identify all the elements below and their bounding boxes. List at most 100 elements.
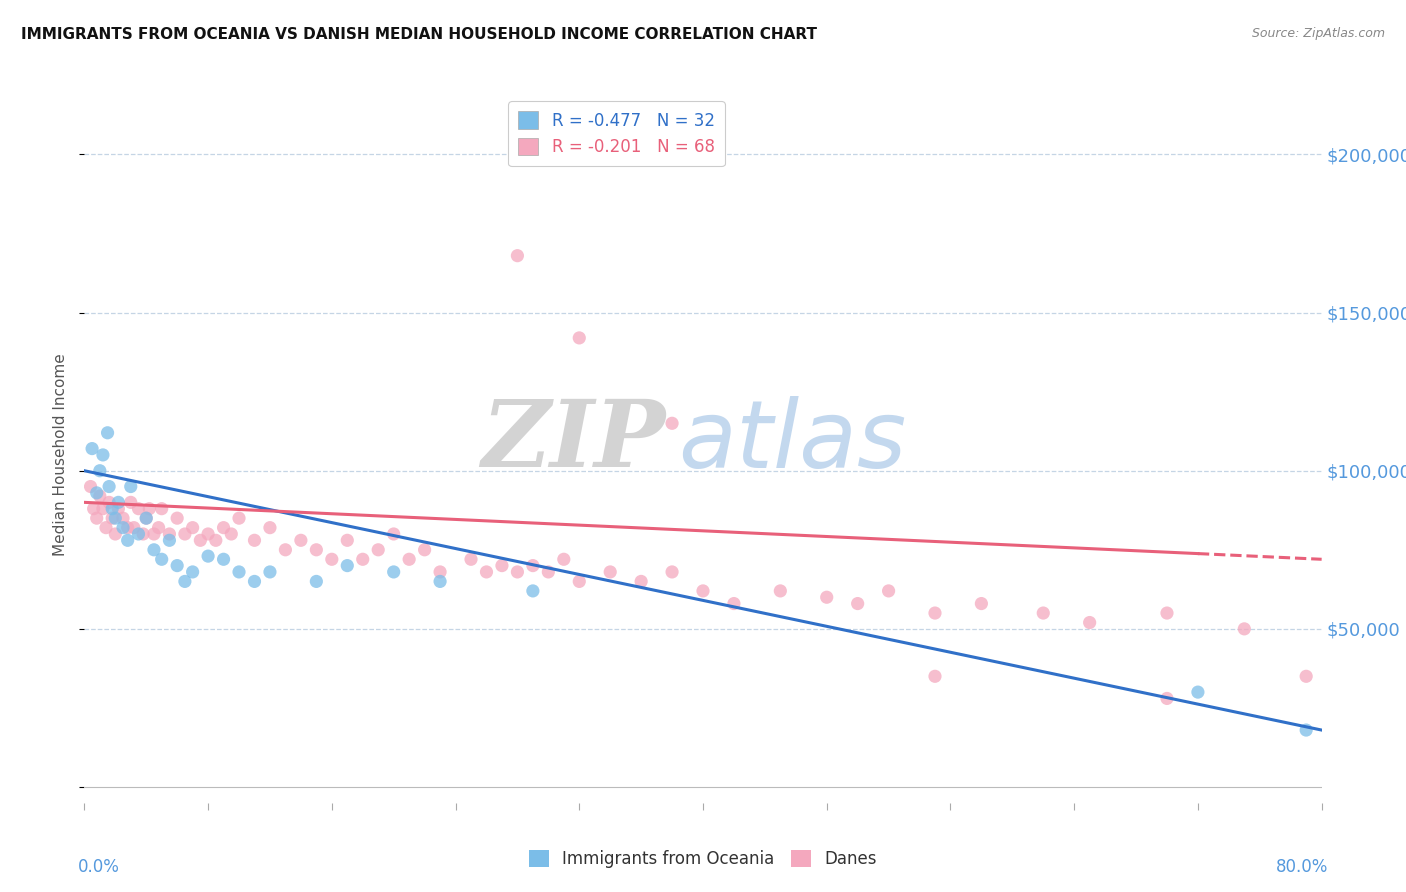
Point bbox=[143, 542, 166, 557]
Point bbox=[98, 495, 121, 509]
Point bbox=[150, 552, 173, 566]
Text: IMMIGRANTS FROM OCEANIA VS DANISH MEDIAN HOUSEHOLD INCOME CORRELATION CHART: IMMIGRANTS FROM OCEANIA VS DANISH MEDIAN… bbox=[21, 27, 817, 42]
Point bbox=[522, 583, 544, 598]
Point bbox=[630, 574, 652, 589]
Point bbox=[398, 552, 420, 566]
Point bbox=[91, 501, 114, 516]
Point bbox=[120, 495, 142, 509]
Point bbox=[117, 521, 139, 535]
Point bbox=[122, 521, 145, 535]
Point bbox=[1032, 606, 1054, 620]
Point bbox=[212, 552, 235, 566]
Point bbox=[82, 442, 104, 456]
Point bbox=[506, 565, 529, 579]
Point bbox=[79, 479, 101, 493]
Point bbox=[221, 527, 243, 541]
Point bbox=[305, 574, 328, 589]
Point bbox=[1156, 606, 1178, 620]
Point bbox=[429, 565, 451, 579]
Point bbox=[553, 552, 575, 566]
Text: Source: ZipAtlas.com: Source: ZipAtlas.com bbox=[1251, 27, 1385, 40]
Point bbox=[159, 527, 181, 541]
Point bbox=[107, 495, 129, 509]
Point bbox=[723, 597, 745, 611]
Point bbox=[83, 501, 105, 516]
Point bbox=[429, 574, 451, 589]
Point bbox=[205, 533, 228, 548]
Point bbox=[135, 511, 157, 525]
Point bbox=[128, 501, 150, 516]
Point bbox=[259, 521, 281, 535]
Point bbox=[491, 558, 513, 573]
Point bbox=[367, 542, 389, 557]
Point bbox=[89, 464, 111, 478]
Point bbox=[305, 542, 328, 557]
Point bbox=[769, 583, 792, 598]
Point bbox=[94, 521, 117, 535]
Point bbox=[107, 501, 129, 516]
Point bbox=[138, 501, 160, 516]
Point bbox=[1295, 723, 1317, 737]
Point bbox=[89, 489, 111, 503]
Point bbox=[101, 501, 124, 516]
Point bbox=[197, 527, 219, 541]
Point bbox=[188, 533, 212, 548]
Point bbox=[181, 521, 204, 535]
Point bbox=[148, 521, 170, 535]
Point bbox=[970, 597, 993, 611]
Point bbox=[522, 558, 544, 573]
Point bbox=[228, 511, 250, 525]
Point bbox=[104, 511, 127, 525]
Point bbox=[568, 331, 591, 345]
Point bbox=[181, 565, 204, 579]
Point bbox=[132, 527, 155, 541]
Point bbox=[460, 552, 482, 566]
Point bbox=[290, 533, 312, 548]
Point bbox=[336, 533, 359, 548]
Point bbox=[506, 249, 529, 263]
Point bbox=[475, 565, 498, 579]
Y-axis label: Median Household Income: Median Household Income bbox=[52, 353, 67, 557]
Point bbox=[537, 565, 560, 579]
Point bbox=[274, 542, 297, 557]
Point bbox=[1156, 691, 1178, 706]
Text: ZIP: ZIP bbox=[482, 396, 666, 486]
Point bbox=[97, 425, 120, 440]
Point bbox=[86, 511, 108, 525]
Point bbox=[174, 574, 197, 589]
Point bbox=[243, 574, 266, 589]
Point bbox=[150, 501, 173, 516]
Point bbox=[135, 511, 157, 525]
Point bbox=[243, 533, 266, 548]
Point bbox=[91, 448, 114, 462]
Point bbox=[336, 558, 359, 573]
Point bbox=[1233, 622, 1256, 636]
Point bbox=[1295, 669, 1317, 683]
Point bbox=[846, 597, 869, 611]
Legend: Immigrants from Oceania, Danes: Immigrants from Oceania, Danes bbox=[522, 843, 884, 874]
Point bbox=[259, 565, 281, 579]
Point bbox=[924, 669, 946, 683]
Point bbox=[143, 527, 166, 541]
Point bbox=[877, 583, 900, 598]
Point bbox=[120, 479, 142, 493]
Point bbox=[228, 565, 250, 579]
Point bbox=[661, 565, 683, 579]
Point bbox=[352, 552, 374, 566]
Point bbox=[692, 583, 714, 598]
Point bbox=[98, 479, 121, 493]
Point bbox=[166, 558, 188, 573]
Point bbox=[197, 549, 219, 563]
Point bbox=[101, 511, 124, 525]
Point bbox=[413, 542, 436, 557]
Point bbox=[86, 486, 108, 500]
Point bbox=[112, 521, 135, 535]
Point bbox=[117, 533, 139, 548]
Point bbox=[1078, 615, 1101, 630]
Point bbox=[212, 521, 235, 535]
Point bbox=[1187, 685, 1209, 699]
Point bbox=[166, 511, 188, 525]
Point bbox=[661, 417, 683, 431]
Point bbox=[159, 533, 181, 548]
Point bbox=[924, 606, 946, 620]
